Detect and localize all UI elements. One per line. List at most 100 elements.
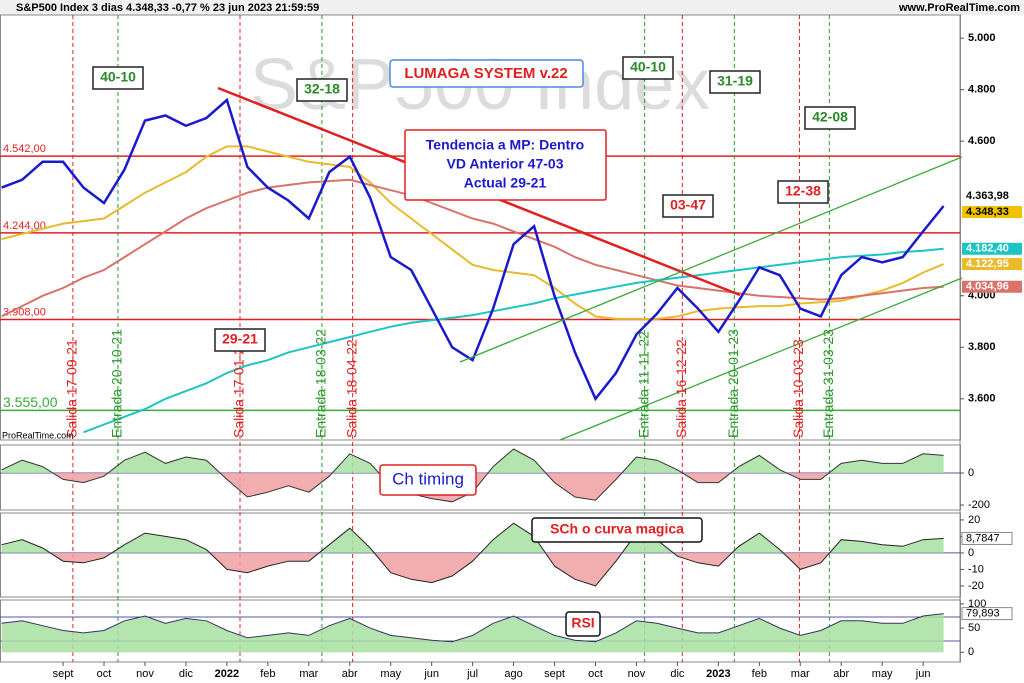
y-tick-label: 5.000: [968, 32, 996, 44]
signal-label: Entrada 11-11-22: [635, 331, 651, 438]
x-tick-label: jun: [423, 668, 439, 680]
area-fill: [1, 449, 944, 474]
score-box: [622, 56, 674, 80]
y-tick-label: 3.800: [968, 341, 996, 353]
x-tick-label: sept: [53, 668, 74, 680]
score-label: 32-18: [304, 81, 340, 97]
header-bar: [0, 0, 1024, 15]
y-tick-label: 4.600: [968, 135, 996, 147]
score-label: 40-10: [630, 59, 666, 75]
trend-box: [404, 129, 607, 201]
signal-label: Salida 18-04-22: [343, 339, 359, 438]
score-label: 29-21: [222, 331, 258, 347]
signal-label: Salida 10-03-23: [790, 339, 806, 438]
x-tick-label: dic: [670, 668, 685, 680]
trend-text: VD Anterior 47-03: [447, 156, 564, 172]
y-tick-label: -10: [968, 563, 984, 575]
area-fill: [50, 552, 830, 586]
indicator-title: Ch timing: [392, 469, 464, 488]
area-fill: [1, 523, 944, 553]
source: www.ProRealTime.com: [898, 2, 1020, 14]
last-label: 8,7847: [966, 532, 1000, 544]
y-tick-label: 50: [968, 622, 980, 634]
x-tick-label: oct: [588, 668, 603, 680]
x-tick-label: mar: [791, 668, 810, 680]
price-label-box: [962, 280, 1022, 293]
signal-label: Salida 17-01-22: [231, 339, 247, 438]
score-box: [296, 78, 348, 102]
score-box: [709, 70, 761, 94]
y-tick-label: 0: [968, 467, 974, 479]
x-tick-label: nov: [628, 668, 646, 680]
y-tick-label: 0: [968, 646, 974, 658]
indicator-box: [565, 611, 601, 637]
x-tick-label: jun: [915, 668, 931, 680]
x-tick-label: 2022: [215, 668, 239, 680]
x-tick-label: mar: [299, 668, 318, 680]
y-tick-label: -200: [968, 499, 990, 511]
level-label: 3.555,00: [3, 394, 58, 410]
price-label: 4.182,40: [966, 243, 1009, 255]
system-title: LUMAGA SYSTEM v.22: [404, 65, 567, 82]
signal-label: Entrada 20-01-23: [725, 329, 741, 438]
series-line: [1, 145, 944, 320]
score-label: 40-10: [100, 69, 136, 85]
x-tick-label: dic: [179, 668, 194, 680]
price-label-box: [962, 242, 1022, 255]
x-tick-label: may: [872, 668, 893, 680]
brand: ProRealTime.com: [2, 430, 74, 440]
y-tick-label: -20: [968, 580, 984, 592]
x-tick-label: oct: [97, 668, 112, 680]
chart-title: S&P500 Index 3 dias 4.348,33 -0,77 % 23 …: [16, 2, 319, 14]
x-tick-label: abr: [833, 668, 849, 680]
indicator-line: [1, 522, 944, 587]
system-box: [389, 59, 584, 88]
channel-line: [559, 277, 963, 441]
score-box: [804, 106, 856, 130]
channel-line: [459, 156, 963, 363]
x-tick-label: feb: [752, 668, 767, 680]
level-label: 4.542,00: [3, 143, 46, 155]
price-label: 4.122,95: [966, 258, 1009, 270]
price-label: 4.348,33: [966, 206, 1009, 218]
score-box: [777, 180, 829, 204]
x-tick-label: nov: [136, 668, 154, 680]
x-tick-label: jul: [466, 668, 478, 680]
y-tick-label: 3.600: [968, 393, 996, 405]
signal-label: Salida 17-09-21: [64, 339, 80, 438]
y-tick-label: 20: [968, 514, 980, 526]
last-label: 79,893: [966, 608, 1000, 620]
x-tick-label: may: [380, 668, 401, 680]
series-line: [1, 97, 945, 402]
trend-text: Actual 29-21: [464, 175, 547, 191]
x-tick-label: feb: [260, 668, 275, 680]
area-fill: [1, 613, 944, 653]
score-box: [662, 194, 714, 218]
price-label-box: [962, 190, 1022, 203]
score-label: 03-47: [670, 197, 706, 213]
signal-label: Entrada 20-10-21: [109, 329, 125, 438]
x-tick-label: 2023: [706, 668, 730, 680]
indicator-title: RSI: [571, 615, 594, 631]
last-label-box: [961, 607, 1013, 621]
series-line: [1, 178, 944, 318]
x-tick-label: ago: [504, 668, 522, 680]
y-tick-label: 0: [968, 547, 974, 559]
x-tick-label: sept: [544, 668, 565, 680]
score-label: 31-19: [717, 73, 753, 89]
score-label: 12-38: [785, 183, 821, 199]
score-label: 42-08: [812, 109, 848, 125]
signal-label: Entrada 18-03-22: [313, 329, 329, 438]
price-label-box: [962, 258, 1022, 271]
signal-label: Entrada 31-03-23: [820, 329, 836, 438]
indicator-box: [531, 517, 703, 543]
y-tick-label: 4.800: [968, 84, 996, 96]
indicator-box: [379, 464, 477, 496]
series-line: [83, 247, 944, 434]
price-label-box: [962, 206, 1022, 219]
score-box: [92, 66, 144, 90]
indicator-line: [1, 613, 944, 643]
indicator-title: SCh o curva magica: [550, 521, 684, 537]
price-label: 4.034,96: [966, 281, 1009, 293]
